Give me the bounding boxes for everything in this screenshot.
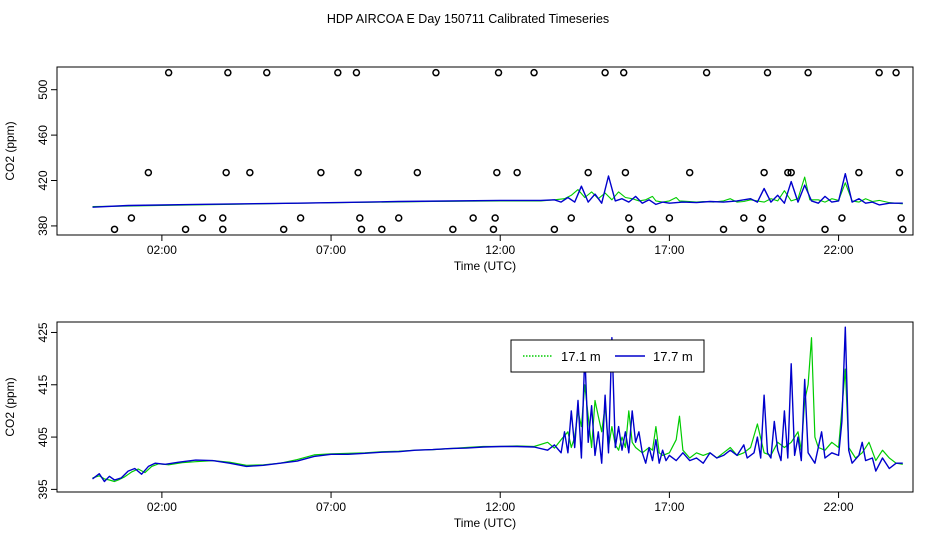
calibration-point (665, 214, 674, 222)
plot-frame (56, 321, 914, 493)
data-layer (92, 173, 903, 208)
plot-frame (56, 66, 914, 236)
calibration-point (198, 214, 207, 222)
calibration-point (787, 168, 795, 177)
calibration-point (164, 68, 173, 77)
calibration-point (222, 168, 230, 177)
x-axis-label: Time (UTC) (454, 516, 516, 530)
calibration-point (855, 168, 863, 177)
calibration-point (491, 214, 499, 222)
calibration-point (899, 225, 907, 234)
calibration-point (246, 168, 254, 177)
x-tick-label: 12:00 (485, 243, 515, 257)
y-tick-label: 425 (36, 322, 50, 342)
series-line-1 (92, 173, 903, 208)
calibration-point (493, 168, 501, 177)
y-tick-label: 395 (36, 479, 50, 499)
calibration-point (758, 214, 767, 222)
x-tick-label: 22:00 (824, 243, 854, 257)
x-tick-label: 12:00 (485, 500, 515, 514)
y-tick-label: 415 (36, 374, 50, 394)
calibration-point (127, 214, 136, 222)
calibration-point (838, 214, 846, 222)
calibration-point (804, 68, 812, 77)
calibration-point (263, 68, 271, 77)
calibration-point (489, 225, 498, 234)
calibration-point (875, 68, 883, 77)
y-axis-label: CO2 (ppm) (3, 377, 17, 436)
legend-box (510, 339, 705, 373)
calibration-point (821, 225, 829, 234)
calibration-point (626, 225, 635, 234)
calibration-point (784, 168, 792, 177)
calibration-point (619, 68, 628, 77)
calibration-point (513, 168, 521, 177)
calibration-point (296, 214, 305, 222)
y-tick-label: 500 (36, 79, 50, 99)
calibration-point (584, 168, 592, 177)
x-axis-label: Time (UTC) (454, 259, 516, 273)
calibration-point (685, 168, 694, 177)
calibration-point (494, 68, 503, 77)
calibration-point (702, 68, 711, 77)
calibration-point (110, 225, 119, 234)
calibration-point (378, 225, 386, 234)
calibration-point (317, 168, 325, 177)
calibration-point (432, 68, 440, 77)
bottom-panel: 02:00 07:00 12:00 17:00 22:00 395 405 415 425 Tim… (3, 321, 914, 530)
calibration-point (648, 225, 657, 234)
x-tick-label: 17:00 (654, 243, 684, 257)
legend-label: 17.7 m (653, 349, 693, 364)
calibration-point (897, 214, 905, 222)
y-tick-label: 405 (36, 427, 50, 447)
calibration-point (352, 68, 361, 77)
calibration-point (530, 68, 538, 77)
calibration-point (279, 225, 288, 234)
calibration-point (469, 214, 477, 222)
data-layer (92, 326, 903, 483)
x-tick-label: 02:00 (147, 243, 177, 257)
calibration-point (895, 168, 904, 177)
chart-title: HDP AIRCOA E Day 150711 Calibrated Times… (327, 12, 609, 26)
x-tick-label: 02:00 (147, 500, 177, 514)
y-tick-label: 420 (36, 170, 50, 190)
series-line-17-7-m (92, 326, 903, 483)
calibration-point (356, 214, 364, 222)
calibration-point (219, 214, 227, 222)
x-tick-label: 07:00 (316, 243, 346, 257)
calibration-point (719, 225, 728, 234)
top-panel: 02:00 07:00 12:00 17:00 22:00 380 420 460 500 Tim… (3, 66, 914, 273)
calibration-point (625, 214, 633, 222)
calibration-point (601, 68, 609, 77)
calibration-point (181, 225, 190, 234)
calibration-point (219, 225, 227, 234)
calibration-point (144, 168, 153, 177)
calibration-point (567, 214, 576, 222)
calibration-point (740, 214, 748, 222)
x-tick-label: 17:00 (654, 500, 684, 514)
calibration-point (334, 68, 342, 77)
calibration-point (892, 68, 900, 77)
calibration-point (760, 168, 768, 177)
calibration-point (550, 225, 559, 234)
series-line-0 (92, 176, 903, 208)
calibration-point (413, 168, 422, 177)
y-tick-label: 460 (36, 125, 50, 145)
calibration-point (763, 68, 772, 77)
calibration-point (357, 225, 366, 234)
calibration-point (449, 225, 457, 234)
x-tick-label: 07:00 (316, 500, 346, 514)
calibration-point (354, 168, 362, 177)
calibration-point (621, 168, 630, 177)
y-axis-label: CO2 (ppm) (3, 121, 17, 180)
x-tick-label: 22:00 (824, 500, 854, 514)
calibration-point (394, 214, 403, 222)
y-tick-label: 380 (36, 216, 50, 236)
calibration-point (756, 225, 765, 234)
legend-label: 17.1 m (561, 349, 601, 364)
calibration-point (224, 68, 232, 77)
